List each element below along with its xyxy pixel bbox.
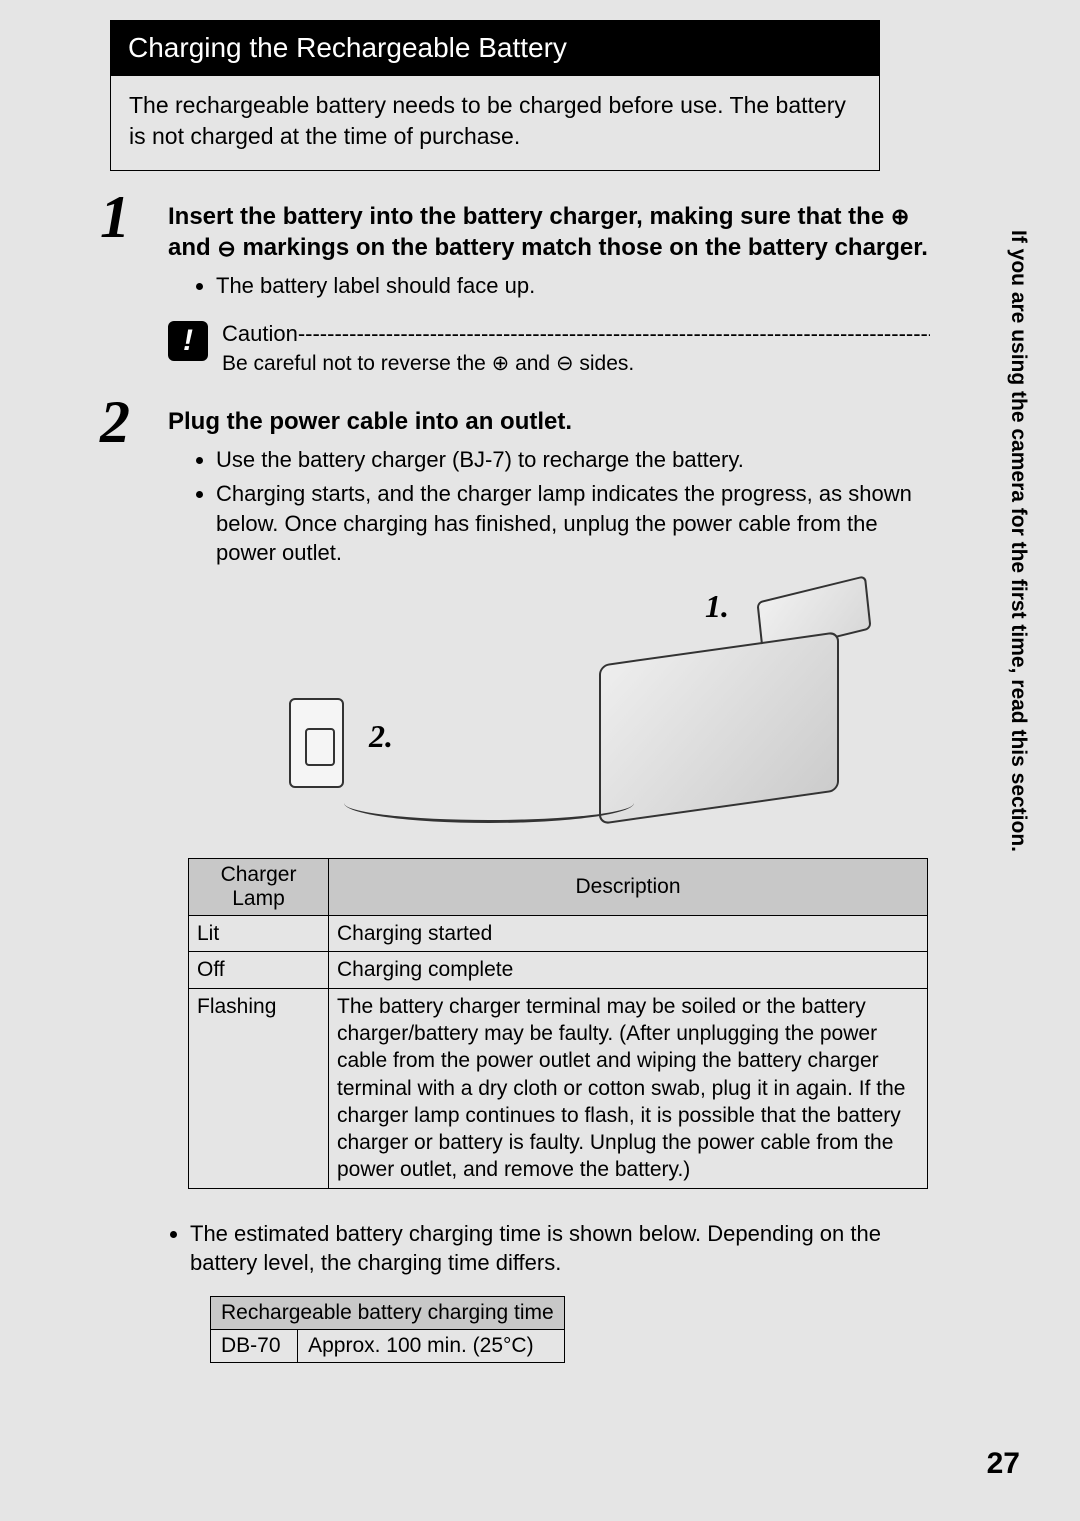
- caution-text: Caution---------------------------------…: [222, 321, 930, 376]
- step-number: 1: [100, 183, 130, 252]
- step-body: Plug the power cable into an outlet. Use…: [168, 406, 930, 1189]
- step-1-bullets: The battery label should face up.: [216, 271, 930, 301]
- caution-block: Caution---------------------------------…: [168, 321, 930, 376]
- bullet: The battery label should face up.: [216, 271, 930, 301]
- note-text: The estimated battery charging time is s…: [190, 1219, 910, 1278]
- minus-icon: ⊖: [217, 235, 235, 264]
- charging-time-table: Rechargeable battery charging time DB-70…: [210, 1296, 565, 1363]
- side-tab-text: If you are using the camera for the firs…: [1010, 230, 1030, 852]
- charger-diagram: 1. 2.: [219, 588, 879, 848]
- td: Off: [189, 952, 329, 988]
- caution-body: Be careful not to reverse the ⊕ and ⊖ si…: [222, 351, 930, 376]
- diagram-label-1: 1.: [705, 588, 729, 625]
- td: Approx. 100 min. (25°C): [298, 1330, 565, 1363]
- cable-shape: [344, 783, 634, 823]
- td: Charging complete: [329, 952, 928, 988]
- text: Insert the battery into the battery char…: [168, 203, 891, 230]
- bullet: Use the battery charger (BJ-7) to rechar…: [216, 445, 930, 475]
- caution-icon: [168, 321, 208, 361]
- table-row: Off Charging complete: [189, 952, 928, 988]
- step-1-title: Insert the battery into the battery char…: [168, 201, 930, 263]
- step-1: 1 Insert the battery into the battery ch…: [110, 201, 930, 376]
- td: DB-70: [211, 1330, 298, 1363]
- table-row: Lit Charging started: [189, 916, 928, 952]
- step-body: Insert the battery into the battery char…: [168, 201, 930, 376]
- plus-icon: ⊕: [891, 203, 909, 232]
- table-row: Flashing The battery charger terminal ma…: [189, 988, 928, 1188]
- diagram-label-2: 2.: [369, 718, 393, 755]
- section-title: Charging the Rechargeable Battery: [110, 20, 880, 76]
- manual-page: Charging the Rechargeable Battery The re…: [20, 20, 970, 1500]
- caution-label: Caution---------------------------------…: [222, 321, 930, 347]
- steps-container: 1 Insert the battery into the battery ch…: [110, 201, 930, 1363]
- table-header-row: Rechargeable battery charging time: [211, 1297, 565, 1330]
- page-number: 27: [987, 1447, 1020, 1481]
- after-note: The estimated battery charging time is s…: [190, 1219, 910, 1278]
- td: Charging started: [329, 916, 928, 952]
- th: Rechargeable battery charging time: [211, 1297, 565, 1330]
- text: and: [168, 234, 217, 261]
- step-2-bullets: Use the battery charger (BJ-7) to rechar…: [216, 445, 930, 568]
- bullet: Charging starts, and the charger lamp in…: [216, 479, 930, 568]
- step-number: 2: [100, 388, 130, 457]
- step-2-title: Plug the power cable into an outlet.: [168, 406, 930, 437]
- text: markings on the battery match those on t…: [236, 234, 928, 261]
- table-header-row: Charger Lamp Description: [189, 859, 928, 916]
- table-row: DB-70 Approx. 100 min. (25°C): [211, 1330, 565, 1363]
- step-2: 2 Plug the power cable into an outlet. U…: [110, 406, 930, 1189]
- charger-shape: [599, 631, 839, 825]
- intro-text: The rechargeable battery needs to be cha…: [110, 76, 880, 171]
- th: Description: [329, 859, 928, 916]
- td: Lit: [189, 916, 329, 952]
- outlet-shape: [289, 698, 344, 788]
- td: Flashing: [189, 988, 329, 1188]
- td: The battery charger terminal may be soil…: [329, 988, 928, 1188]
- th: Charger Lamp: [189, 859, 329, 916]
- charger-lamp-table: Charger Lamp Description Lit Charging st…: [188, 858, 928, 1189]
